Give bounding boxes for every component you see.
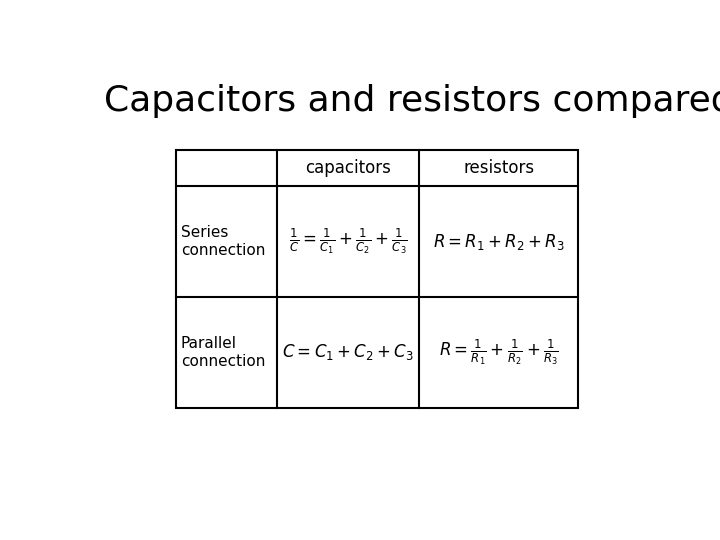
Text: Series
connection: Series connection [181, 225, 266, 258]
Text: capacitors: capacitors [305, 159, 391, 177]
Text: Parallel
connection: Parallel connection [181, 336, 266, 369]
Text: $R = \frac{1}{R_1} + \frac{1}{R_2} + \frac{1}{R_3}$: $R = \frac{1}{R_1} + \frac{1}{R_2} + \fr… [438, 338, 559, 367]
Text: $R = R_1 + R_2 + R_3$: $R = R_1 + R_2 + R_3$ [433, 232, 564, 252]
Bar [176, 150, 578, 408]
Text: Capacitors and resistors compared: Capacitors and resistors compared [104, 84, 720, 118]
Text: resistors: resistors [463, 159, 534, 177]
Text: $\frac{1}{C} = \frac{1}{C_1} + \frac{1}{C_2} + \frac{1}{C_3}$: $\frac{1}{C} = \frac{1}{C_1} + \frac{1}{… [289, 227, 408, 256]
Text: $C = C_1 + C_2 + C_3$: $C = C_1 + C_2 + C_3$ [282, 342, 414, 362]
